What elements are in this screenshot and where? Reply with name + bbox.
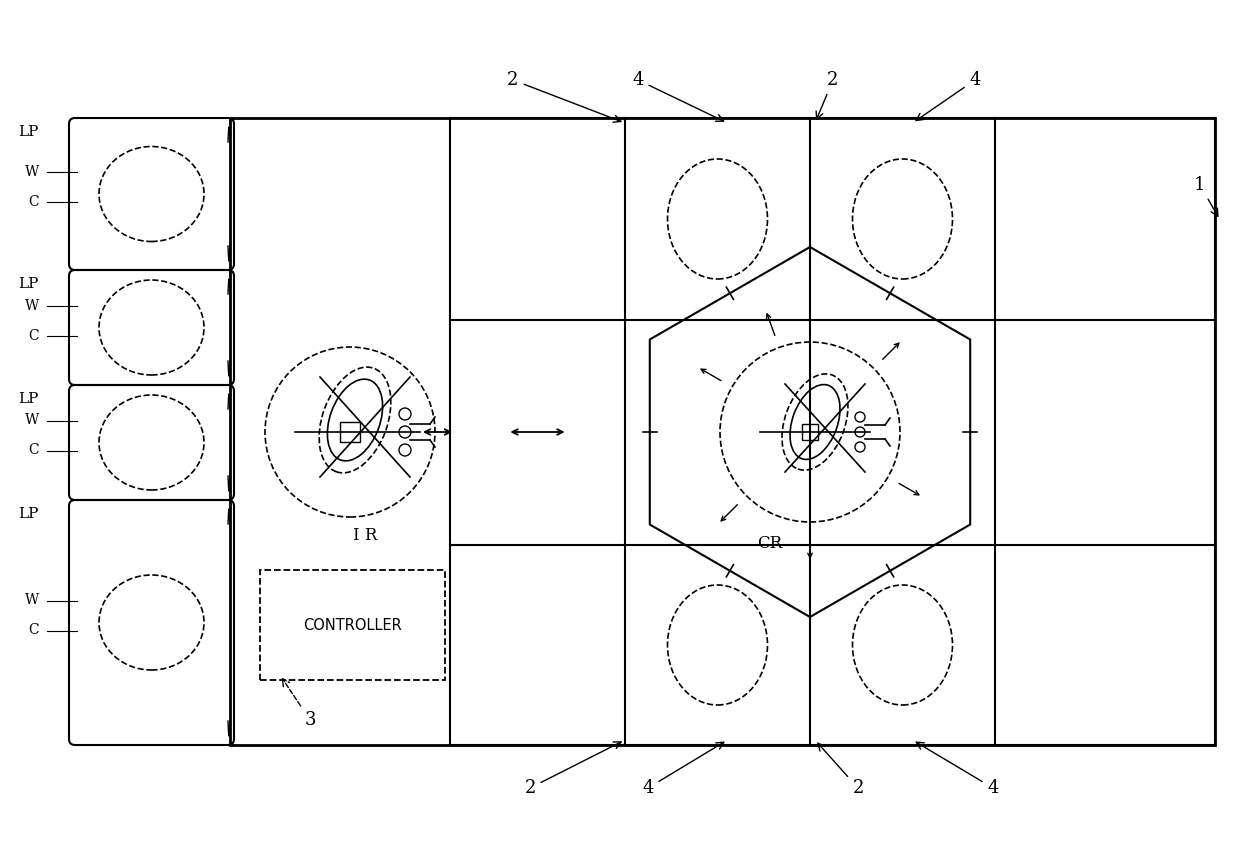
Text: W: W: [25, 594, 38, 607]
Text: C: C: [29, 444, 38, 458]
Text: LP: LP: [19, 277, 38, 291]
Text: W: W: [25, 298, 38, 313]
Text: C: C: [29, 624, 38, 637]
Text: LP: LP: [19, 125, 38, 139]
Text: LP: LP: [19, 507, 38, 521]
Text: 2: 2: [816, 71, 838, 119]
Text: 1: 1: [1194, 176, 1218, 216]
Text: 4: 4: [916, 742, 998, 797]
Text: LP: LP: [19, 392, 38, 406]
Text: 3: 3: [283, 678, 316, 729]
Text: C: C: [29, 329, 38, 343]
Bar: [229, 118, 1215, 745]
Bar: [340, 422, 360, 442]
Bar: [802, 424, 818, 440]
Bar: [260, 570, 445, 680]
Text: 2: 2: [507, 71, 621, 122]
Text: W: W: [25, 413, 38, 428]
Text: 2: 2: [525, 742, 621, 797]
Text: W: W: [25, 165, 38, 179]
Text: 4: 4: [642, 742, 724, 797]
Text: 4: 4: [916, 71, 981, 120]
Text: CONTROLLER: CONTROLLER: [303, 618, 402, 632]
Text: CR: CR: [758, 536, 782, 552]
Text: 4: 4: [632, 71, 724, 121]
Text: 2: 2: [818, 743, 864, 797]
Text: C: C: [29, 195, 38, 209]
Text: I R: I R: [353, 527, 377, 544]
